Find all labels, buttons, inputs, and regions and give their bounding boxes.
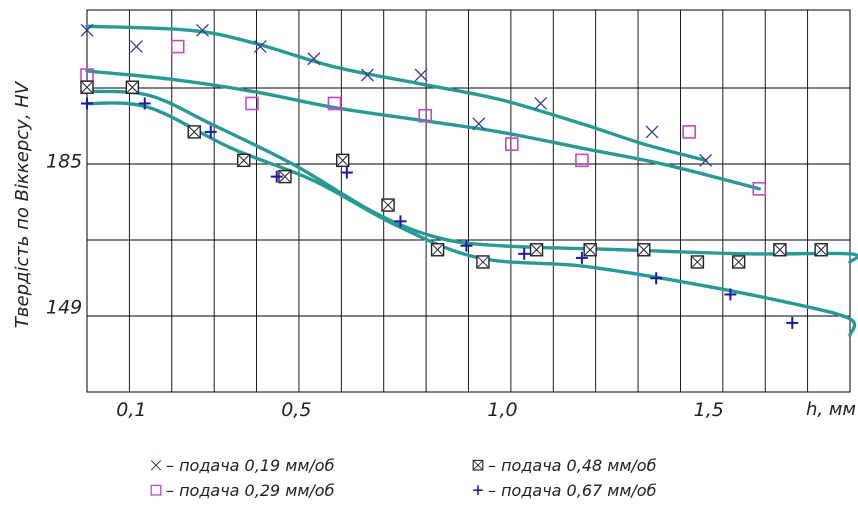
legend-symbol [150, 460, 162, 471]
data-point [418, 108, 432, 123]
x-tick-label: 0,1 [116, 399, 146, 421]
y-axis-label: Твердість по Віккерсу, HV [12, 80, 33, 328]
data-point [682, 125, 696, 139]
data-markers [80, 23, 828, 329]
data-point [340, 166, 353, 179]
data-point [460, 239, 473, 252]
x-axis-label: h, мм [806, 399, 856, 420]
legend-marker-square [150, 484, 162, 496]
legend-item: – подача 0,67 мм/об [473, 481, 657, 500]
data-point [534, 97, 548, 110]
data-point [80, 80, 94, 94]
trend-line [85, 69, 761, 191]
x-axis-ticks: 0,1 0,5 1,0 1,5 [116, 399, 724, 421]
data-point [381, 198, 395, 212]
trend-line [85, 101, 857, 337]
data-point [724, 288, 737, 301]
data-point [786, 316, 799, 329]
data-point [138, 97, 151, 110]
legend-label: – подача 0,29 мм/об [166, 481, 335, 500]
data-point [307, 52, 321, 66]
data-point [575, 153, 589, 168]
legend-symbol [150, 484, 162, 496]
legend-item: – подача 0,29 мм/об [150, 481, 335, 500]
data-point [752, 182, 767, 196]
legend-symbol [472, 459, 484, 471]
trend-line [85, 24, 708, 163]
data-point [414, 68, 428, 82]
data-point [253, 40, 267, 54]
legend-label: – подача 0,19 мм/об [166, 456, 335, 475]
legend-marker-x [150, 460, 162, 471]
y-axis-ticks: 185 149 [46, 150, 82, 318]
data-point [360, 68, 374, 82]
legend-marker-boxed-x [472, 459, 484, 471]
data-point [731, 255, 746, 269]
data-point [394, 215, 407, 228]
data-point [327, 96, 342, 111]
data-point [773, 243, 787, 257]
data-point [81, 97, 93, 110]
data-point [518, 247, 531, 260]
data-point [575, 251, 588, 264]
legend-symbol [473, 485, 483, 496]
data-point [699, 153, 713, 167]
data-point [80, 23, 94, 37]
data-point [637, 243, 651, 257]
data-point [690, 255, 705, 269]
data-point [170, 39, 185, 54]
legend-label: – подача 0,67 мм/об [488, 481, 657, 500]
data-point [505, 137, 519, 151]
legend: – подача 0,19 мм/об – подача 0,29 мм/об … [150, 456, 657, 500]
data-point [583, 243, 597, 257]
trend-line [85, 89, 858, 264]
y-tick-label: 185 [46, 150, 82, 172]
data-point [196, 23, 209, 37]
chart-grid [86, 9, 851, 393]
x-tick-label: 1,0 [487, 399, 517, 421]
legend-marker-plus [473, 485, 483, 496]
x-tick-label: 1,5 [694, 399, 724, 421]
data-point [187, 125, 201, 139]
legend-label: – подача 0,48 мм/об [488, 456, 657, 475]
trend-lines [85, 24, 858, 337]
legend-item: – подача 0,19 мм/об [150, 456, 335, 475]
data-point [476, 255, 490, 269]
data-point [472, 117, 486, 131]
data-point [270, 170, 283, 183]
data-point [125, 80, 140, 94]
x-tick-label: 0,5 [281, 399, 311, 421]
data-point [130, 40, 143, 54]
data-point [650, 272, 663, 285]
data-point [814, 243, 828, 257]
data-point [645, 125, 659, 139]
data-point [245, 96, 259, 111]
data-point [237, 153, 251, 168]
data-point [430, 243, 445, 257]
legend-item: – подача 0,48 мм/об [472, 456, 657, 475]
y-tick-label: 149 [46, 297, 82, 319]
data-point [529, 243, 544, 257]
data-point [336, 153, 350, 168]
data-point [204, 125, 217, 138]
